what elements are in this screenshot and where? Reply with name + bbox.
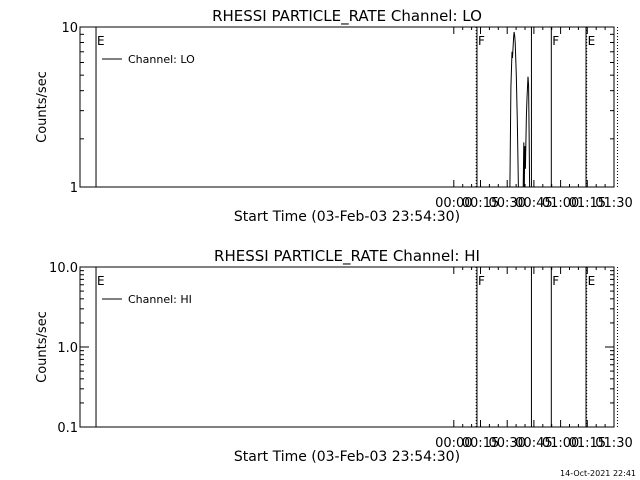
plot-frame — [79, 26, 615, 188]
y-tick-label: 0.1 — [57, 421, 78, 436]
y-axis-label: Counts/sec — [35, 311, 50, 383]
legend-label: Channel: HI — [128, 293, 192, 306]
marker-label: F — [478, 274, 485, 288]
x-tick-label: 00:45 — [515, 436, 552, 451]
x-tick-label: 01:00 — [542, 436, 579, 451]
x-axis-label: Start Time (03-Feb-03 23:54:30) — [234, 449, 460, 465]
x-tick-label: 00:15 — [462, 436, 499, 451]
legend-label: Channel: LO — [128, 53, 195, 66]
x-axis-label: Start Time (03-Feb-03 23:54:30) — [234, 209, 460, 225]
marker-label: E — [97, 34, 105, 48]
marker-label: E — [588, 274, 596, 288]
marker-label: E — [588, 34, 596, 48]
plot-frame — [79, 266, 615, 428]
marker-label: E — [97, 274, 105, 288]
x-tick-label: 01:00 — [542, 196, 579, 211]
x-tick-label: 01:30 — [595, 436, 632, 451]
chart-title: RHESSI PARTICLE_RATE Channel: LO — [212, 7, 482, 26]
y-tick-label: 1 — [70, 181, 78, 196]
chart-title: RHESSI PARTICLE_RATE Channel: HI — [214, 247, 480, 266]
x-tick-label: 00:00 — [435, 196, 472, 211]
panel-lo-channel: RHESSI PARTICLE_RATE Channel: LO00:0000:… — [35, 7, 633, 225]
x-tick-label: 00:30 — [488, 436, 525, 451]
series-line-segment — [522, 76, 531, 188]
marker-label: F — [552, 34, 559, 48]
x-tick-label: 01:15 — [569, 436, 606, 451]
footer-timestamp: 14-Oct-2021 22:41 — [560, 469, 636, 478]
y-tick-label: 10.0 — [49, 261, 78, 276]
y-tick-label: 1.0 — [57, 341, 78, 356]
x-tick-label: 00:00 — [435, 436, 472, 451]
x-tick-label: 00:15 — [462, 196, 499, 211]
x-tick-label: 00:45 — [515, 196, 552, 211]
x-tick-label: 01:15 — [569, 196, 606, 211]
series-line-segment — [509, 31, 519, 188]
panel-hi-channel: RHESSI PARTICLE_RATE Channel: HI00:0000:… — [35, 247, 633, 465]
x-tick-label: 01:30 — [595, 196, 632, 211]
y-axis-label: Counts/sec — [35, 71, 50, 143]
x-tick-label: 00:30 — [488, 196, 525, 211]
y-tick-label: 10 — [61, 21, 78, 36]
marker-label: F — [552, 274, 559, 288]
marker-label: F — [478, 34, 485, 48]
